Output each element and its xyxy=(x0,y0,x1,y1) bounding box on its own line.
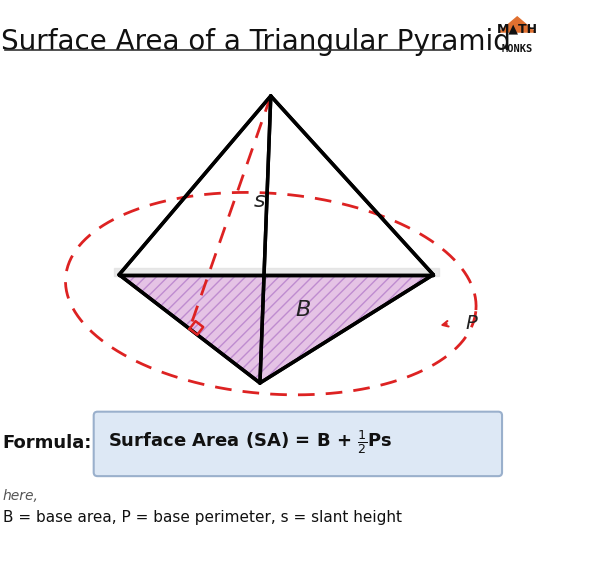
Polygon shape xyxy=(499,17,535,32)
Text: B = base area, P = base perimeter, s = slant height: B = base area, P = base perimeter, s = s… xyxy=(3,510,402,525)
Text: B: B xyxy=(296,300,311,320)
Text: M▲TH: M▲TH xyxy=(497,23,538,36)
Text: P: P xyxy=(466,314,478,333)
Polygon shape xyxy=(119,275,433,383)
Text: s: s xyxy=(254,191,266,211)
FancyBboxPatch shape xyxy=(94,412,502,476)
Text: Surface Area (SA) = B + $\frac{1}{2}$Ps: Surface Area (SA) = B + $\frac{1}{2}$Ps xyxy=(109,429,393,456)
Text: Formula:: Formula: xyxy=(3,433,92,452)
Text: here,: here, xyxy=(3,489,38,502)
Text: MONKS: MONKS xyxy=(502,45,533,54)
Text: Surface Area of a Triangular Pyramid: Surface Area of a Triangular Pyramid xyxy=(1,28,511,57)
